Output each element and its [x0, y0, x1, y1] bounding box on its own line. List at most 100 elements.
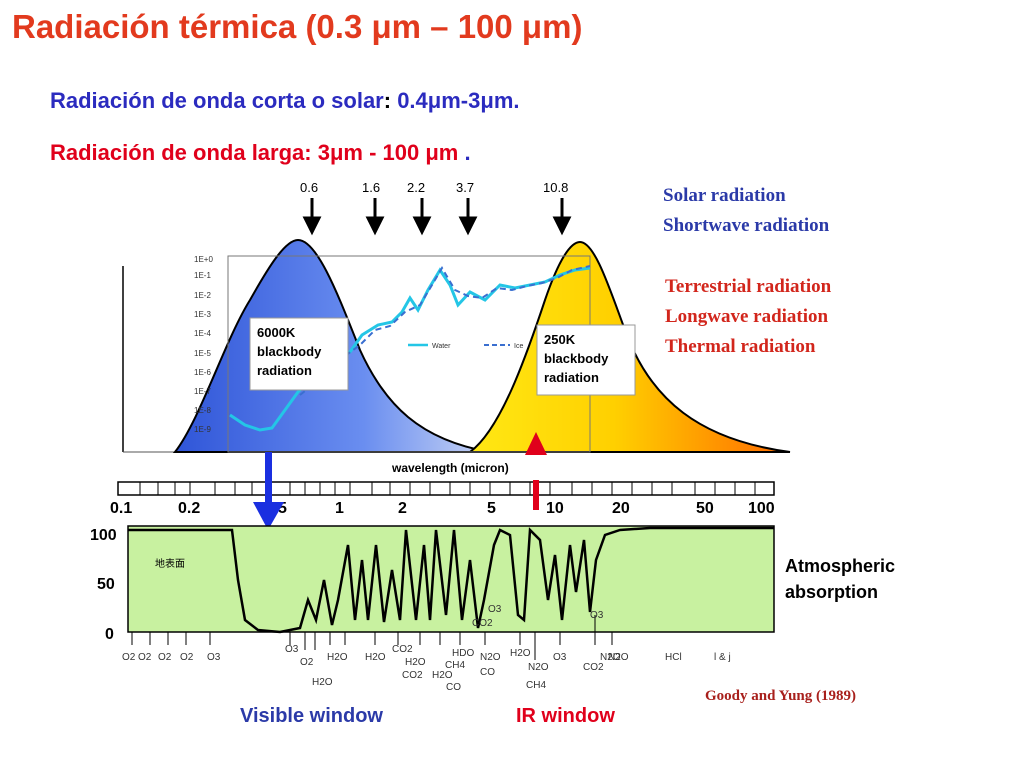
transmission-yticks: 1E+0 1E-1 1E-2 1E-3 1E-4 1E-5 1E-6 1E-7 …: [194, 255, 213, 434]
top-arrows: 0.6 1.6 2.2 3.7 10.8: [300, 180, 572, 236]
gas-label: CO2: [392, 644, 413, 655]
gas-label: N2O: [528, 662, 549, 673]
longwave-line: Radiación de onda larga: 3μm - 100 μm .: [50, 140, 471, 166]
absorption-yticks: 100 50 0: [90, 527, 117, 643]
legend-solar-2: Shortwave radiation: [663, 215, 830, 236]
shortwave-sep: :: [383, 88, 392, 113]
shortwave-range: 0.4μm-3μm.: [391, 88, 520, 113]
earth-label-2: blackbody: [544, 351, 609, 366]
top-tick: 1.6: [362, 180, 380, 195]
gas-label: CH4: [526, 680, 546, 691]
scale-tick: 1: [335, 500, 344, 517]
shortwave-line: Radiación de onda corta o solar: 0.4μm-3…: [50, 88, 520, 114]
absorption-label-1: Atmospheric: [785, 556, 895, 576]
top-tick: 0.6: [300, 180, 318, 195]
ytick: 1E-9: [194, 425, 211, 434]
visible-arrow-head: [253, 502, 284, 530]
scale-tick: 5: [278, 500, 287, 517]
ice-line: [299, 265, 591, 396]
gas-label: H2O: [327, 652, 348, 663]
earth-label-box: [536, 324, 636, 396]
absorption-label: Atmospheric absorption: [785, 556, 895, 602]
gas-label: CO2: [402, 670, 423, 681]
gas-label: O2: [122, 652, 136, 663]
top-tick: 2.2: [407, 180, 425, 195]
gas-label: CO: [480, 667, 495, 678]
gas-label: O2: [138, 652, 152, 663]
ytick: 50: [97, 576, 115, 593]
legend-terr-1: Terrestrial radiation: [665, 276, 832, 297]
longwave-tail: .: [458, 140, 471, 165]
ytick: 1E-2: [194, 291, 211, 300]
gas-label: O3: [590, 610, 604, 621]
legend-terr-3: Thermal radiation: [665, 336, 816, 357]
visible-arrow-shaft: [265, 452, 272, 507]
ytick: 1E-5: [194, 349, 211, 358]
absorption-label-2: absorption: [785, 582, 878, 602]
sun-label-box: [249, 317, 349, 391]
top-tick: 3.7: [456, 180, 474, 195]
gas-label: O3: [285, 644, 299, 655]
ytick: 1E+0: [194, 255, 213, 264]
page-title: Radiación térmica (0.3 μm – 100 μm): [12, 8, 583, 45]
gas-label: O2: [180, 652, 194, 663]
top-tick: 10.8: [543, 180, 568, 195]
shortwave-label: Radiación de onda corta o solar: [50, 88, 384, 113]
gas-label: H2O: [432, 670, 453, 681]
ytick: 0: [105, 626, 114, 643]
gas-label: CO2: [583, 662, 604, 673]
ytick: 1E-8: [194, 406, 211, 415]
sun-label-3: radiation: [257, 363, 312, 378]
absorption-plot: [127, 525, 775, 633]
gas-label: H2O: [365, 652, 386, 663]
gas-label: O3: [553, 652, 567, 663]
scale-tick: 20: [612, 500, 630, 517]
scale-labels: 0.1 0.2 5 1 2 5 10 20 50 100: [110, 500, 775, 517]
ytick: 1E-6: [194, 368, 211, 377]
ytick: 1E-3: [194, 310, 211, 319]
legend-water: Water: [432, 343, 451, 350]
scale-tick: 0.1: [110, 500, 132, 517]
ytick: 1E-1: [194, 271, 211, 280]
scale-tick: 0.2: [178, 500, 200, 517]
scale-tick: 2: [398, 500, 407, 517]
sun-label-2: blackbody: [257, 344, 322, 359]
longwave-label: Radiación de onda larga: 3μm - 100 μm: [50, 140, 459, 165]
gas-label: CH4: [445, 660, 465, 671]
gas-label: HDO: [452, 648, 474, 659]
legend-solar-1: Solar radiation: [663, 185, 786, 206]
earth-label-3: radiation: [544, 370, 599, 385]
gas-label: HCl: [665, 652, 682, 663]
gas-ticks: [131, 615, 613, 660]
ytick: 100: [90, 527, 117, 544]
gas-label: H2O: [510, 648, 531, 659]
citation: Goody and Yung (1989): [705, 688, 856, 704]
gas-label: N2O: [600, 652, 621, 663]
gas-label: O2: [158, 652, 172, 663]
visible-window-label: Visible window: [240, 705, 383, 727]
gas-label: H2O: [405, 657, 426, 668]
gas-label: N2O: [480, 652, 501, 663]
ir-marker-bar: [533, 480, 539, 510]
gas-label: O2: [300, 657, 314, 668]
wavelength-scale: [117, 481, 775, 496]
xaxis-label: wavelength (micron): [391, 461, 509, 475]
scale-tick: 10: [546, 500, 564, 517]
scale-tick: 5: [487, 500, 496, 517]
gas-label: O3: [207, 652, 221, 663]
earth-label-1: 250K: [544, 332, 576, 347]
gas-label: CO: [446, 682, 461, 693]
legend-terr-2: Longwave radiation: [665, 306, 829, 327]
ytick: 1E-4: [194, 329, 211, 338]
ir-window-label: IR window: [516, 705, 615, 727]
absorption-inset: 地表面: [155, 557, 185, 570]
ir-marker-triangle: [525, 432, 547, 455]
radiation-legend: Solar radiation Shortwave radiation Terr…: [663, 185, 832, 357]
gas-label: O3: [488, 604, 502, 615]
gas-labels: O2 O2 O2 O2 O3 O3 O2 H2O H2O H2O CO2 H2O…: [122, 604, 731, 693]
gas-label: l & j: [714, 652, 731, 663]
gas-label: H2O: [312, 677, 333, 688]
legend-ice: Ice: [514, 343, 523, 350]
gas-label: CO2: [472, 618, 493, 629]
